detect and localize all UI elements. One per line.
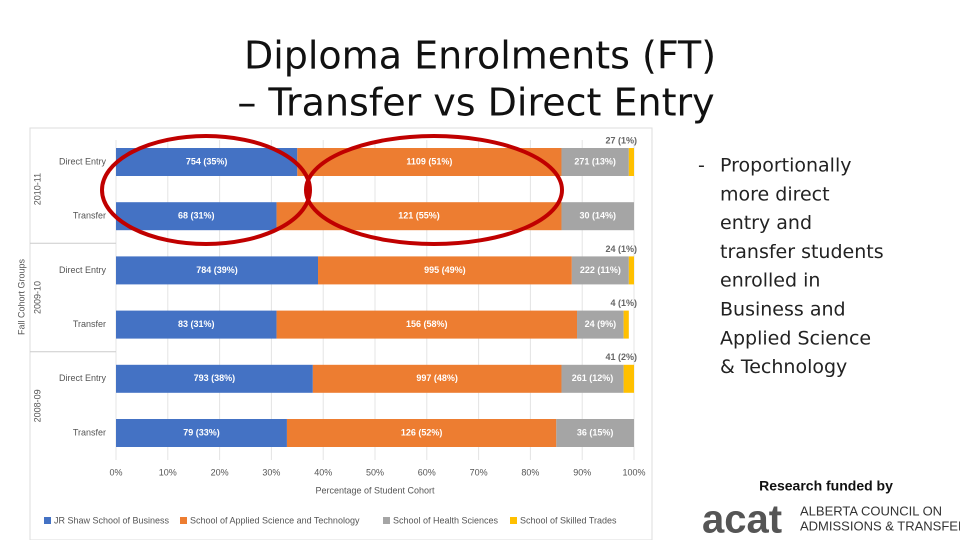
bullet-line: & Technology — [720, 356, 847, 378]
bar-segment — [561, 148, 629, 176]
value-label: 24 (1%) — [605, 244, 637, 254]
x-tick-label: 20% — [211, 467, 229, 477]
bar-segment — [561, 202, 634, 231]
value-label: 30 (14%) — [579, 211, 616, 221]
logo: acat — [702, 498, 782, 540]
y-tick-label: Direct Entry — [59, 265, 107, 275]
bullet-line: Applied Science — [720, 327, 871, 349]
x-tick-label: 10% — [159, 467, 177, 477]
bar-segment — [623, 364, 634, 393]
x-tick-label: 60% — [418, 467, 436, 477]
bar-segment — [312, 364, 562, 393]
x-tick-label: 80% — [521, 467, 539, 477]
bullet-line: Business and — [720, 299, 846, 321]
bar-segment — [116, 148, 298, 176]
value-label: 27 (1%) — [605, 135, 637, 145]
bar-segment — [116, 256, 319, 285]
legend-swatch — [510, 517, 517, 524]
title-line: – Transfer vs Direct Entry — [237, 81, 714, 125]
legend-swatch — [383, 517, 390, 524]
value-label: 997 (48%) — [416, 373, 458, 383]
value-label: 126 (52%) — [401, 427, 443, 437]
value-label: 156 (58%) — [406, 319, 448, 329]
bar-segment — [561, 364, 624, 393]
legend-label: School of Applied Science and Technology — [190, 515, 360, 525]
value-label: 121 (55%) — [398, 211, 440, 221]
x-tick-label: 70% — [470, 467, 488, 477]
bullet-text: Proportionally more direct entry and transf… — [720, 155, 884, 379]
bar-segment — [276, 310, 578, 339]
x-axis-label: Percentage of Student Cohort — [315, 485, 435, 495]
value-label: 68 (31%) — [178, 211, 215, 221]
logo-text: ADMISSIONS & TRANSFER — [800, 518, 960, 533]
x-tick-label: 100% — [622, 467, 645, 477]
y-tick-label: Transfer — [73, 427, 106, 437]
highlight-ellipse — [304, 134, 564, 246]
bullet-marker: - — [698, 155, 705, 177]
bar-segment — [116, 202, 277, 231]
y-axis-label: Fall Cohort Groups — [16, 258, 26, 335]
value-label: 222 (11%) — [580, 265, 621, 275]
value-label: 995 (49%) — [424, 265, 466, 275]
legend-label: School of Skilled Trades — [520, 515, 617, 525]
value-label: 36 (15%) — [577, 427, 614, 437]
x-tick-label: 90% — [573, 467, 591, 477]
bar-segment — [318, 256, 572, 285]
title-line: Diploma Enrolments (FT) — [244, 34, 716, 78]
group-label: 2010-11 — [32, 173, 42, 205]
y-tick-label: Direct Entry — [59, 156, 107, 166]
bar-segment — [623, 310, 629, 339]
bullet-line: entry and — [720, 212, 812, 234]
bar-segment — [116, 419, 287, 447]
bullet-line: more direct — [720, 183, 830, 205]
legend-swatch — [180, 517, 187, 524]
legend-label: School of Health Sciences — [393, 515, 499, 525]
value-label: 793 (38%) — [194, 373, 236, 383]
value-label: 83 (31%) — [178, 319, 215, 329]
x-tick-label: 0% — [109, 467, 122, 477]
group-label: 2008-09 — [32, 389, 42, 422]
bar-segment — [116, 310, 277, 339]
bar-segment — [577, 310, 624, 339]
value-label: 271 (13%) — [574, 156, 616, 166]
legend-swatch — [44, 517, 51, 524]
bar-segment — [628, 148, 634, 176]
y-tick-label: Transfer — [73, 319, 106, 329]
highlight-ellipse — [100, 134, 312, 246]
value-label: 79 (33%) — [183, 427, 220, 437]
x-tick-label: 50% — [366, 467, 384, 477]
x-tick-label: 40% — [314, 467, 332, 477]
bullet-line: transfer students — [720, 241, 884, 263]
funding-text: Research funded by — [759, 478, 893, 494]
value-label: 754 (35%) — [186, 156, 228, 166]
bar-segment — [116, 364, 313, 393]
x-tick-label: 30% — [262, 467, 280, 477]
value-label: 784 (39%) — [196, 265, 238, 275]
legend-label: JR Shaw School of Business — [54, 515, 170, 525]
y-tick-label: Transfer — [73, 211, 106, 221]
value-label: 4 (1%) — [610, 298, 637, 308]
logo-text: ALBERTA COUNCIL ON — [800, 503, 942, 518]
value-label: 261 (12%) — [572, 373, 614, 383]
bar-segment — [571, 256, 629, 285]
bullet-line: enrolled in — [720, 270, 820, 292]
value-label: 1109 (51%) — [406, 156, 452, 166]
value-label: 24 (9%) — [585, 319, 617, 329]
bar-segment — [628, 256, 634, 285]
bar-segment — [556, 419, 634, 447]
group-label: 2009-10 — [32, 281, 42, 314]
y-tick-label: Direct Entry — [59, 373, 107, 383]
bullet-line: Proportionally — [720, 155, 851, 177]
value-label: 41 (2%) — [605, 352, 637, 362]
bar-segment — [286, 419, 557, 447]
